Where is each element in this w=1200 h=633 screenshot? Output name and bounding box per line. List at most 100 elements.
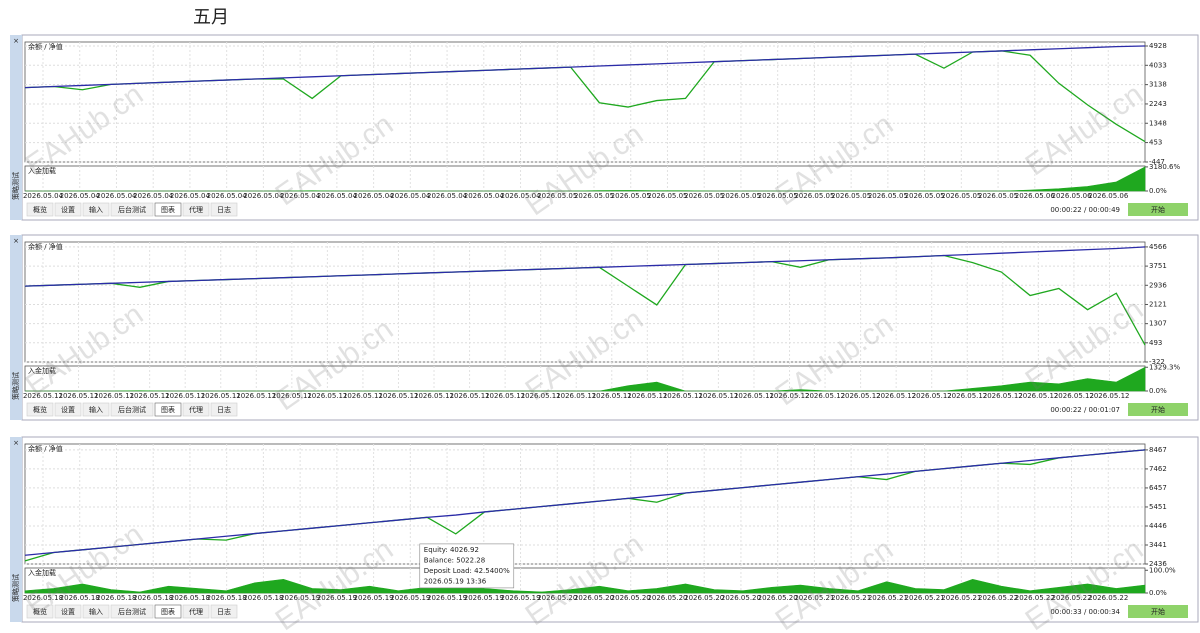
x-tick-label: 2026.05.11 bbox=[521, 392, 561, 400]
start-button-label[interactable]: 开始 bbox=[1151, 205, 1165, 214]
start-button-label[interactable]: 开始 bbox=[1151, 607, 1165, 616]
tab[interactable] bbox=[210, 202, 238, 217]
x-tick-label: 2026.05.20 bbox=[684, 594, 724, 602]
tab-label[interactable]: 代理 bbox=[189, 607, 203, 616]
x-tick-label: 2026.05.18 bbox=[60, 594, 100, 602]
tab[interactable] bbox=[182, 402, 210, 417]
side-label: 策略测试 bbox=[11, 574, 20, 602]
x-tick-label: 2026.05.22 bbox=[1088, 594, 1128, 602]
x-tick-label: 2026.05.05 bbox=[794, 192, 834, 200]
tab-label[interactable]: 日志 bbox=[217, 607, 231, 616]
tab[interactable] bbox=[154, 604, 182, 619]
y-tick-label: 8467 bbox=[1149, 446, 1167, 454]
x-tick-label: 2026.05.21 bbox=[905, 594, 945, 602]
x-tick-label: 2026.05.05 bbox=[868, 192, 908, 200]
tab-label[interactable]: 输入 bbox=[89, 607, 103, 616]
x-tick-label: 2026.05.20 bbox=[721, 594, 761, 602]
x-tick-label: 2026.05.12 bbox=[805, 392, 845, 400]
x-tick-label: 2026.05.11 bbox=[485, 392, 525, 400]
tab-label[interactable]: 设置 bbox=[61, 405, 75, 414]
y-tick-label: 7462 bbox=[1149, 465, 1167, 473]
deposit-load-area bbox=[25, 366, 1146, 392]
x-tick-label: 2026.05.19 bbox=[464, 594, 504, 602]
x-tick-label: 2026.05.06 bbox=[1051, 192, 1092, 200]
x-tick-label: 2026.05.11 bbox=[343, 392, 383, 400]
tab-label[interactable]: 输入 bbox=[89, 205, 103, 214]
start-button[interactable] bbox=[1128, 203, 1188, 216]
y-tick-label: 2121 bbox=[1149, 300, 1167, 308]
close-button[interactable]: × bbox=[13, 237, 19, 245]
y-tick-label: 5451 bbox=[1149, 503, 1167, 511]
x-tick-label: 2026.05.12 bbox=[876, 392, 916, 400]
y-tick-label: 2436 bbox=[1149, 560, 1167, 568]
y-tick-label: 1329.3% bbox=[1149, 363, 1180, 371]
tab[interactable] bbox=[82, 604, 110, 619]
load-label: 入金加载 bbox=[28, 366, 56, 375]
start-button-label[interactable]: 开始 bbox=[1151, 405, 1165, 414]
x-tick-label: 2026.05.11 bbox=[592, 392, 632, 400]
x-tick-label: 2026.05.04 bbox=[317, 192, 358, 200]
tab[interactable] bbox=[54, 202, 82, 217]
x-tick-label: 2026.05.04 bbox=[96, 192, 137, 200]
tab-label[interactable]: 图表 bbox=[161, 607, 175, 616]
tab[interactable] bbox=[154, 202, 182, 217]
x-tick-label: 2026.05.05 bbox=[758, 192, 798, 200]
tab-label[interactable]: 图表 bbox=[161, 205, 175, 214]
start-button[interactable] bbox=[1128, 403, 1188, 416]
tab[interactable] bbox=[26, 604, 54, 619]
x-tick-label: 2026.05.18 bbox=[133, 594, 173, 602]
tab-label[interactable]: 日志 bbox=[217, 405, 231, 414]
tab[interactable] bbox=[182, 604, 210, 619]
tab-label[interactable]: 概览 bbox=[33, 205, 47, 214]
close-button[interactable]: × bbox=[13, 439, 19, 447]
y-tick-label: 493 bbox=[1149, 339, 1162, 347]
close-button[interactable]: × bbox=[13, 37, 19, 45]
tab-label[interactable]: 后台测试 bbox=[118, 205, 146, 214]
x-tick-label: 2026.05.04 bbox=[170, 192, 211, 200]
tab[interactable] bbox=[110, 202, 154, 217]
tab[interactable] bbox=[210, 402, 238, 417]
tab-label[interactable]: 图表 bbox=[161, 405, 175, 414]
tab-label[interactable]: 输入 bbox=[89, 405, 103, 414]
side-strip bbox=[10, 35, 22, 220]
tab[interactable] bbox=[154, 402, 182, 417]
tab[interactable] bbox=[82, 202, 110, 217]
x-tick-label: 2026.05.06 bbox=[1015, 192, 1056, 200]
tab[interactable] bbox=[26, 202, 54, 217]
tab[interactable] bbox=[26, 402, 54, 417]
tooltip-line: Equity: 4026.92 bbox=[424, 546, 479, 554]
tab-label[interactable]: 概览 bbox=[33, 607, 47, 616]
tab[interactable] bbox=[182, 202, 210, 217]
tab-label[interactable]: 代理 bbox=[189, 205, 203, 214]
legend: 余额 / 净值 bbox=[28, 242, 63, 251]
tab-label[interactable]: 后台测试 bbox=[118, 405, 146, 414]
tab-label[interactable]: 设置 bbox=[61, 205, 75, 214]
tab[interactable] bbox=[110, 402, 154, 417]
tab-label[interactable]: 代理 bbox=[189, 405, 203, 414]
x-tick-label: 2026.05.11 bbox=[698, 392, 738, 400]
tab[interactable] bbox=[54, 402, 82, 417]
balance-line bbox=[24, 246, 1146, 287]
x-tick-label: 2026.05.05 bbox=[831, 192, 871, 200]
tab[interactable] bbox=[210, 604, 238, 619]
tab[interactable] bbox=[110, 604, 154, 619]
x-tick-label: 2026.05.05 bbox=[978, 192, 1018, 200]
tab[interactable] bbox=[54, 604, 82, 619]
tab-label[interactable]: 概览 bbox=[33, 405, 47, 414]
deposit-load-area bbox=[24, 579, 1146, 594]
x-tick-label: 2026.05.11 bbox=[307, 392, 347, 400]
tab-label[interactable]: 设置 bbox=[61, 607, 75, 616]
x-tick-label: 2026.05.05 bbox=[574, 192, 614, 200]
tooltip-line: Deposit Load: 42.5400% bbox=[424, 567, 510, 575]
start-button[interactable] bbox=[1128, 605, 1188, 618]
y-tick-label: 1307 bbox=[1149, 320, 1167, 328]
legend: 余额 / 净值 bbox=[28, 42, 63, 51]
x-tick-label: 2026.05.20 bbox=[537, 594, 577, 602]
x-tick-label: 2026.05.11 bbox=[450, 392, 490, 400]
tab-label[interactable]: 后台测试 bbox=[118, 607, 146, 616]
tab-label[interactable]: 日志 bbox=[217, 205, 231, 214]
x-tick-label: 2026.05.11 bbox=[94, 392, 134, 400]
tooltip-line: Balance: 5022.28 bbox=[424, 556, 485, 564]
x-tick-label: 2026.05.04 bbox=[133, 192, 174, 200]
tab[interactable] bbox=[82, 402, 110, 417]
